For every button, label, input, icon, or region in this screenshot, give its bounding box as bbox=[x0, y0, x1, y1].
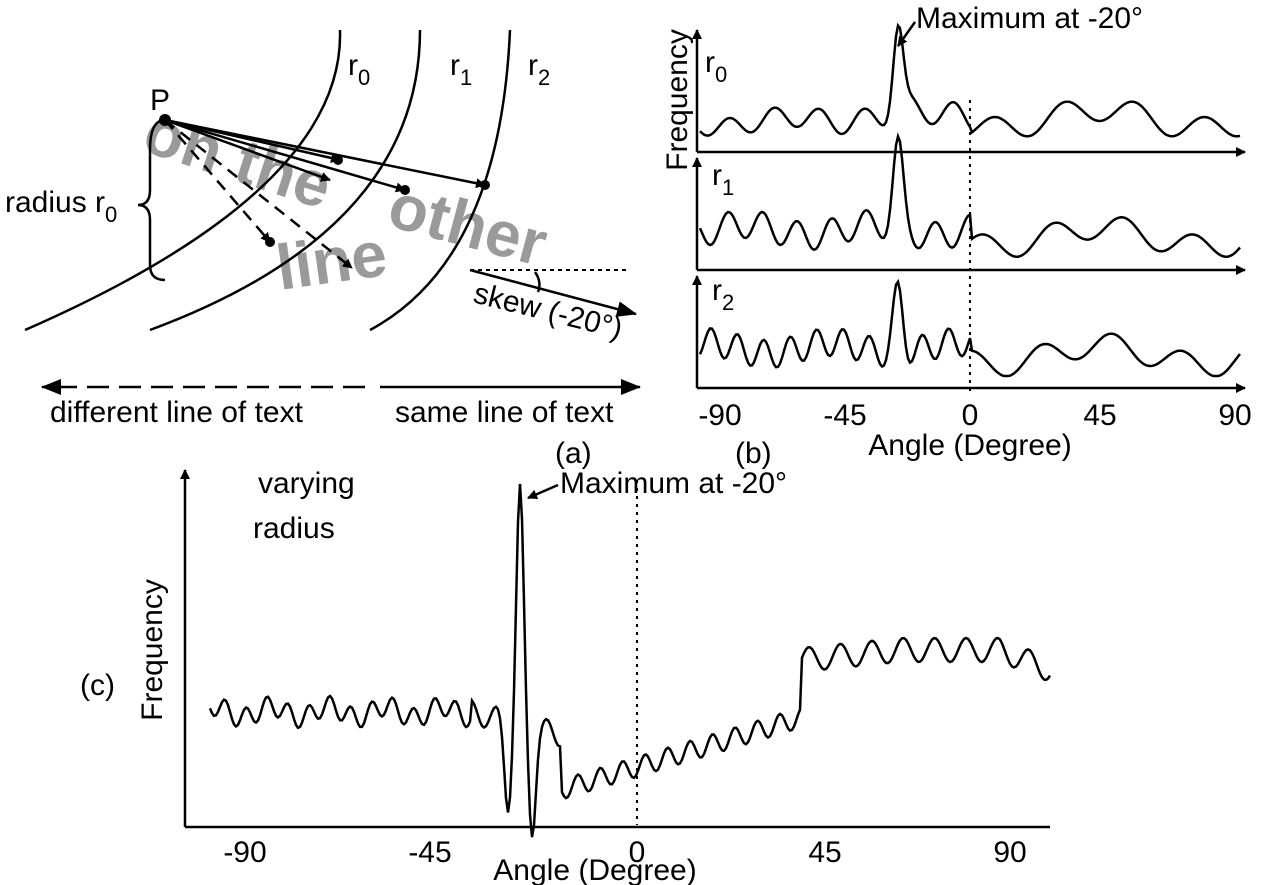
dot bbox=[480, 180, 490, 190]
arc-r2 bbox=[369, 29, 512, 332]
radius-sub: 1 bbox=[460, 65, 472, 90]
caption: (c) bbox=[80, 669, 115, 702]
trace-base: r bbox=[705, 46, 715, 79]
trace-label: r1 bbox=[712, 159, 734, 200]
ray bbox=[164, 118, 486, 189]
skew-angle bbox=[533, 271, 541, 293]
x-tick-label: -90 bbox=[223, 836, 266, 869]
x-tick-label: -90 bbox=[698, 399, 741, 432]
y-label: Frequency bbox=[136, 579, 169, 721]
radius-label: r0 bbox=[348, 49, 370, 90]
trace-base: r bbox=[712, 159, 722, 192]
x-tick-label: 90 bbox=[993, 836, 1026, 869]
dot bbox=[400, 185, 410, 195]
frequency-curve bbox=[698, 132, 1241, 258]
frequency-curve bbox=[698, 278, 1241, 378]
radius-base: r bbox=[348, 49, 358, 82]
dashed-ray bbox=[164, 119, 271, 243]
trace-label: r2 bbox=[712, 274, 734, 315]
radius-sub: 2 bbox=[538, 65, 550, 90]
x-tick-label: -45 bbox=[823, 399, 866, 432]
x-tick-label: -45 bbox=[408, 836, 451, 869]
trace-base: r bbox=[712, 274, 722, 307]
different-line-label: different line of text bbox=[50, 396, 304, 429]
annotation: Maximum at -20° bbox=[916, 2, 1143, 35]
panel-b: Maximum at -20° r0 r1 r2 Frequency -90 -… bbox=[661, 2, 1252, 470]
x-tick-label: 45 bbox=[808, 836, 841, 869]
y-label: Frequency bbox=[661, 29, 694, 171]
annotation: Maximum at -20° bbox=[560, 467, 787, 500]
same-line-label: same line of text bbox=[395, 396, 614, 429]
caption: (b) bbox=[735, 437, 772, 470]
frequency-curve bbox=[208, 483, 1052, 838]
dot bbox=[265, 237, 275, 247]
radius-r0-label: radius r0 bbox=[5, 186, 117, 227]
x-tick-label: 90 bbox=[1218, 399, 1251, 432]
brace bbox=[137, 118, 166, 282]
caption: (a) bbox=[555, 437, 592, 470]
arc-r1 bbox=[149, 29, 422, 332]
radius-base: radius r bbox=[5, 186, 105, 219]
point-label: P bbox=[150, 84, 170, 117]
dot bbox=[333, 155, 343, 165]
trace-sub: 0 bbox=[715, 62, 727, 87]
ray bbox=[164, 118, 331, 182]
radius-label: r1 bbox=[450, 49, 472, 90]
arc-r0 bbox=[24, 29, 342, 332]
x-tick-label: 0 bbox=[962, 399, 979, 432]
radius-base: r bbox=[528, 49, 538, 82]
trace-label: r0 bbox=[705, 46, 727, 87]
panel-c: varying radius Maximum at -20° Frequency… bbox=[80, 467, 1052, 885]
overlay-word: line bbox=[272, 217, 391, 304]
x-tick-label: 45 bbox=[1083, 399, 1116, 432]
frequency-curve bbox=[699, 22, 1241, 138]
x-label: Angle (Degree) bbox=[493, 854, 696, 885]
annotation-arrow bbox=[527, 483, 559, 500]
radius-sub: 0 bbox=[105, 202, 117, 227]
radius-sub: 0 bbox=[358, 65, 370, 90]
side-label: radius bbox=[253, 512, 335, 545]
skew-arrow bbox=[469, 268, 637, 317]
trace-sub: 2 bbox=[722, 290, 734, 315]
trace-sub: 1 bbox=[722, 175, 734, 200]
radius-base: r bbox=[450, 49, 460, 82]
side-label: varying bbox=[258, 467, 355, 500]
ray bbox=[164, 118, 406, 193]
x-tick-label: 0 bbox=[629, 836, 646, 869]
radius-label: r2 bbox=[528, 49, 550, 90]
x-label: Angle (Degree) bbox=[868, 429, 1071, 462]
